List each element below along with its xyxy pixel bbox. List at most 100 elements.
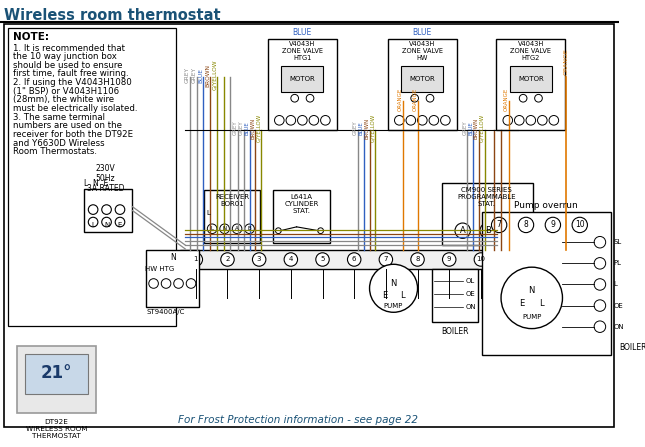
Circle shape — [491, 217, 507, 232]
Circle shape — [102, 217, 112, 227]
Circle shape — [526, 115, 535, 125]
Text: 10: 10 — [477, 257, 486, 262]
Text: ON: ON — [466, 304, 476, 311]
Circle shape — [503, 115, 513, 125]
Circle shape — [441, 115, 450, 125]
Circle shape — [321, 115, 330, 125]
Circle shape — [309, 115, 319, 125]
Text: PUMP: PUMP — [384, 303, 403, 308]
Text: BLUE: BLUE — [468, 121, 473, 135]
Text: BLUE: BLUE — [244, 121, 250, 135]
Text: L: L — [539, 299, 544, 308]
Text: and Y6630D Wireless: and Y6630D Wireless — [14, 139, 105, 148]
Text: A: A — [460, 226, 466, 235]
Text: GREY: GREY — [353, 121, 358, 135]
Bar — [204, 190, 260, 243]
Circle shape — [411, 253, 424, 266]
Circle shape — [149, 278, 159, 288]
Circle shape — [474, 253, 488, 266]
Circle shape — [537, 115, 547, 125]
Circle shape — [519, 94, 527, 102]
Bar — [8, 28, 175, 326]
Text: 3: 3 — [257, 257, 261, 262]
Circle shape — [88, 217, 98, 227]
Text: N: N — [390, 279, 397, 288]
Text: 21°: 21° — [41, 364, 72, 382]
Text: E: E — [118, 222, 122, 228]
Circle shape — [88, 205, 98, 215]
Text: BROWN: BROWN — [205, 64, 210, 87]
Circle shape — [515, 115, 524, 125]
Circle shape — [379, 253, 393, 266]
Text: 2. If using the V4043H1080: 2. If using the V4043H1080 — [14, 78, 132, 87]
Text: N: N — [528, 286, 535, 295]
Circle shape — [161, 278, 171, 288]
Text: Wireless room thermostat: Wireless room thermostat — [4, 8, 221, 23]
Text: receiver for both the DT92E: receiver for both the DT92E — [14, 130, 134, 139]
Circle shape — [594, 278, 606, 290]
Text: 5: 5 — [321, 257, 324, 262]
Text: L: L — [400, 291, 404, 299]
Text: ST9400A/C: ST9400A/C — [147, 309, 185, 316]
Text: Room Thermostats.: Room Thermostats. — [14, 147, 97, 156]
Text: 8: 8 — [524, 220, 528, 229]
Text: BROWN: BROWN — [474, 118, 479, 139]
Circle shape — [501, 267, 562, 329]
Text: HW HTG: HW HTG — [144, 266, 174, 272]
Bar — [432, 269, 478, 322]
Circle shape — [417, 115, 427, 125]
Text: the 10 way junction box: the 10 way junction box — [14, 52, 117, 61]
Text: BLUE: BLUE — [359, 121, 364, 135]
Text: V4043H
ZONE VALVE
HTG1: V4043H ZONE VALVE HTG1 — [282, 41, 323, 61]
Circle shape — [244, 224, 254, 234]
Text: (1" BSP) or V4043H1106: (1" BSP) or V4043H1106 — [14, 87, 119, 96]
Circle shape — [275, 115, 284, 125]
Text: E: E — [519, 299, 525, 308]
Bar — [401, 66, 444, 93]
Circle shape — [189, 253, 203, 266]
Text: G/YELLOW: G/YELLOW — [256, 114, 261, 142]
Text: OE: OE — [613, 303, 623, 308]
Bar — [388, 39, 457, 130]
Circle shape — [594, 321, 606, 333]
Text: must be electrically isolated.: must be electrically isolated. — [14, 104, 138, 113]
Circle shape — [519, 217, 533, 232]
Bar — [146, 250, 199, 308]
Text: 6: 6 — [352, 257, 357, 262]
Circle shape — [115, 217, 124, 227]
Text: For Frost Protection information - see page 22: For Frost Protection information - see p… — [177, 414, 417, 425]
Text: BROWN: BROWN — [250, 118, 255, 139]
Text: N: N — [170, 253, 175, 262]
Circle shape — [316, 253, 329, 266]
Text: PL: PL — [613, 260, 621, 266]
Text: RECEIVER
BOR01: RECEIVER BOR01 — [215, 194, 250, 207]
Circle shape — [411, 94, 419, 102]
Text: BROWN: BROWN — [364, 118, 370, 139]
Text: GREY: GREY — [192, 67, 197, 83]
Bar — [482, 211, 611, 355]
Bar — [281, 66, 324, 93]
Text: 2: 2 — [225, 257, 230, 262]
Circle shape — [115, 205, 124, 215]
Text: SL: SL — [613, 239, 622, 245]
Text: BOILER: BOILER — [441, 327, 469, 336]
Text: E: E — [382, 291, 388, 299]
Text: (28mm), the white wire: (28mm), the white wire — [14, 95, 115, 104]
Text: BOILER: BOILER — [619, 343, 645, 352]
Text: BLUE: BLUE — [293, 28, 312, 37]
Circle shape — [252, 253, 266, 266]
Text: BLUE: BLUE — [413, 28, 432, 37]
Text: 8: 8 — [415, 257, 420, 262]
Text: G/YELLOW: G/YELLOW — [370, 114, 375, 142]
Text: MOTOR: MOTOR — [290, 76, 315, 82]
Text: ORANGE: ORANGE — [398, 88, 403, 111]
Text: should be used to ensure: should be used to ensure — [14, 61, 123, 70]
Circle shape — [395, 115, 404, 125]
Circle shape — [291, 94, 299, 102]
Text: Pump overrun: Pump overrun — [514, 201, 578, 210]
Text: DT92E
WIRELESS ROOM
THERMOSTAT: DT92E WIRELESS ROOM THERMOSTAT — [26, 419, 87, 439]
Text: MOTOR: MOTOR — [410, 76, 435, 82]
Text: 4: 4 — [289, 257, 293, 262]
Circle shape — [174, 278, 183, 288]
Text: N: N — [104, 222, 109, 228]
